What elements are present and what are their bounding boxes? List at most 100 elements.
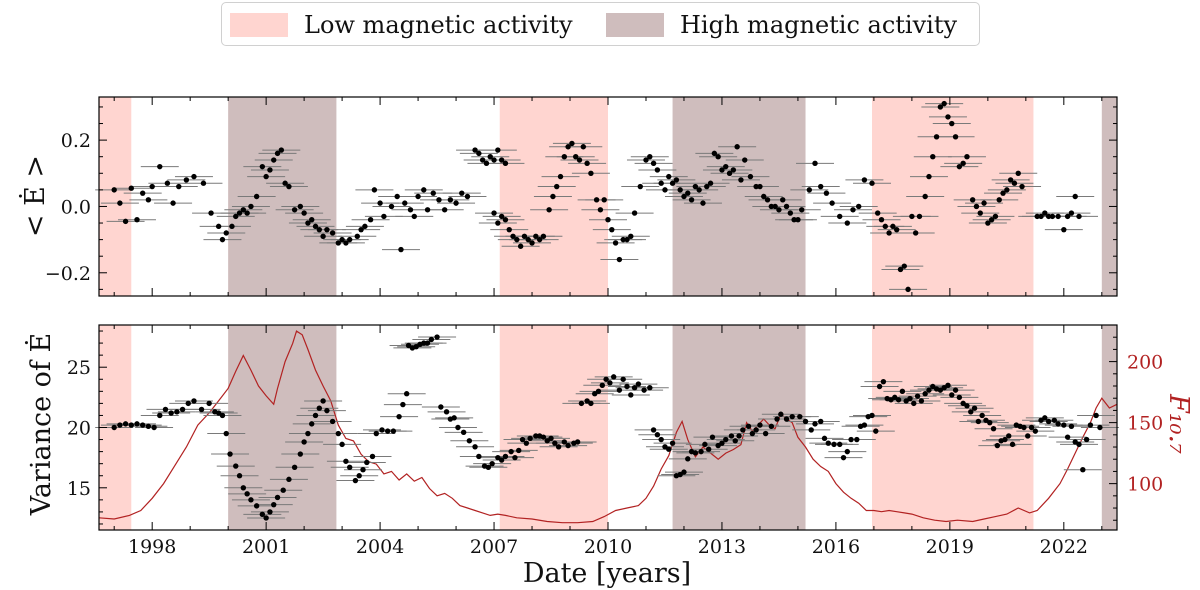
bottom-data-point (1002, 436, 1008, 443)
top-data-point (837, 213, 843, 220)
top-data-point (1068, 210, 1075, 216)
top-data-point (829, 200, 835, 206)
top-data-point (421, 187, 427, 193)
top-data-point (329, 230, 336, 236)
top-data-point (609, 226, 615, 233)
top-data-point (415, 193, 421, 200)
top-data-point (707, 180, 714, 186)
bottom-y-tick-label: 25 (67, 357, 91, 379)
bottom-data-point (360, 467, 366, 473)
bottom-data-point (312, 412, 319, 419)
legend-swatch-high (606, 13, 664, 37)
bottom-data-point (578, 400, 585, 407)
top-data-point (776, 207, 782, 213)
bottom-data-point (964, 403, 970, 409)
bottom-data-point (157, 412, 163, 419)
top-data-point (529, 240, 535, 246)
bottom-data-point (922, 391, 928, 397)
bottom-data-point (540, 434, 547, 440)
bottom-data-point (240, 485, 247, 491)
top-data-point (491, 210, 497, 216)
top-data-point (930, 154, 936, 160)
top-data-point (757, 183, 763, 190)
top-data-point (861, 177, 868, 183)
bottom-data-point (122, 421, 129, 427)
top-data-point (588, 170, 594, 176)
bottom-data-point (291, 464, 298, 470)
top-data-point (1064, 213, 1071, 220)
bottom-data-point (274, 494, 281, 501)
top-data-point (637, 183, 643, 190)
top-data-point (772, 203, 778, 210)
bottom-data-point (329, 418, 336, 425)
f107-tick-label: 200 (1127, 352, 1163, 374)
bottom-data-point (808, 427, 814, 433)
legend-label-low: Low magnetic activity (304, 11, 573, 39)
top-y-tick-label: 0.0 (61, 196, 91, 218)
top-data-point (905, 286, 911, 293)
top-data-point (960, 160, 966, 167)
top-data-point (569, 140, 575, 147)
bottom-data-point (316, 405, 323, 411)
top-panel: −0.2 0.0 0.2 (45, 96, 1118, 297)
top-data-point (215, 223, 222, 230)
top-data-point (233, 213, 239, 220)
bottom-data-point (519, 436, 526, 443)
bottom-data-point (1083, 436, 1090, 443)
top-data-point (650, 160, 657, 167)
bottom-data-point (134, 421, 140, 427)
x-tick-label: 1998 (128, 536, 176, 558)
top-data-point (274, 150, 281, 157)
bottom-data-point (654, 432, 661, 438)
top-data-point (901, 263, 907, 269)
bottom-data-point (956, 394, 963, 401)
top-data-point (495, 147, 501, 153)
bottom-data-point (356, 473, 362, 479)
bottom-data-point (666, 446, 672, 452)
top-data-point (271, 157, 277, 163)
top-data-point (554, 183, 560, 190)
bottom-data-point (778, 411, 784, 417)
top-data-point (996, 197, 1002, 203)
bottom-data-point (1045, 418, 1052, 425)
top-data-point (301, 210, 307, 216)
top-data-point (897, 266, 904, 273)
top-data-point (430, 190, 436, 196)
top-data-point (869, 180, 875, 186)
f107-series-line (98, 330, 1118, 524)
bottom-data-point (248, 497, 254, 503)
top-data-point (514, 236, 520, 243)
legend: Low magnetic activity High magnetic acti… (221, 2, 980, 46)
bottom-data-point (736, 433, 742, 439)
bottom-data-point (335, 430, 342, 437)
top-data-point (726, 170, 733, 176)
bottom-data-point (396, 413, 402, 420)
top-data-point (673, 177, 680, 183)
top-data-point (305, 220, 311, 226)
bottom-data-point (259, 511, 266, 518)
top-data-point (286, 183, 292, 190)
bottom-data-point (768, 423, 775, 429)
bottom-data-point (812, 421, 818, 427)
bottom-data-point (635, 381, 642, 387)
bottom-data-point (286, 476, 292, 483)
bottom-data-point (466, 438, 473, 444)
bottom-data-point (271, 501, 277, 508)
top-data-point (886, 230, 892, 236)
top-data-point (704, 183, 710, 190)
top-data-point (521, 233, 528, 239)
bottom-y-tick-label: 20 (67, 418, 91, 440)
bottom-data-point (926, 387, 932, 393)
bottom-data-point (802, 418, 809, 425)
top-data-point (1004, 187, 1010, 193)
bottom-data-point (732, 438, 738, 444)
bottom-panel: 100 150 200 15 20 25 1998 2001 2004 2007 2010 2013 2… (67, 324, 1163, 558)
top-data-point (371, 187, 378, 193)
bottom-data-point (384, 428, 391, 434)
top-data-point (688, 197, 695, 203)
top-data-point (780, 197, 786, 203)
bottom-data-point (502, 453, 509, 460)
top-data-point (347, 236, 353, 243)
top-data-point (573, 154, 579, 160)
top-data-point (882, 223, 888, 230)
